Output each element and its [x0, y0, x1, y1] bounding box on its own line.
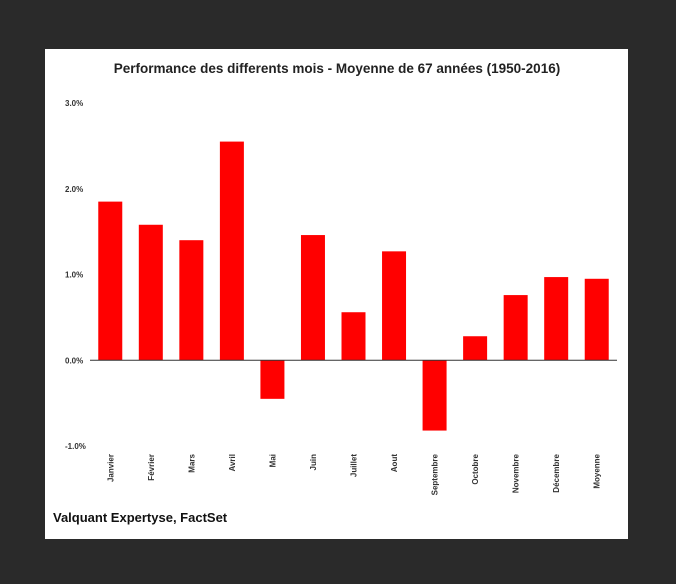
- bar-mars: [179, 240, 204, 361]
- x-tick-label: Juin: [309, 454, 318, 471]
- x-tick-label: Mars: [187, 453, 196, 472]
- x-tick-label: Décembre: [552, 453, 561, 492]
- bar-juillet: [341, 312, 366, 361]
- chart-panel: Performance des differents mois - Moyenn…: [45, 49, 628, 539]
- source-note: Valquant Expertyse, FactSet: [53, 510, 228, 525]
- x-tick-label: Novembre: [512, 453, 521, 493]
- chart-title: Performance des differents mois - Moyenn…: [114, 61, 560, 76]
- y-axis-ticks: 3.0% 2.0% 1.0% 0.0% -1.0%: [65, 99, 86, 451]
- y-tick-label: -1.0%: [65, 442, 86, 451]
- bar-juin: [300, 235, 325, 361]
- x-tick-label: Moyenne: [593, 453, 602, 488]
- y-tick-label: 2.0%: [65, 185, 83, 194]
- x-tick-label: Mai: [268, 454, 277, 467]
- x-tick-label: Juillet: [350, 454, 359, 477]
- bars: [98, 141, 609, 431]
- bar-février: [138, 224, 163, 361]
- bar-aout: [382, 251, 407, 361]
- bar-octobre: [463, 336, 488, 361]
- bar-janvier: [98, 201, 123, 361]
- x-axis-labels: Janvier Février Mars Avril Mai Juin Juillet Aou…: [106, 453, 601, 495]
- y-tick-label: 0.0%: [65, 356, 83, 365]
- x-tick-label: Octobre: [471, 453, 480, 484]
- x-tick-label: Janvier: [106, 454, 115, 482]
- y-tick-label: 3.0%: [65, 99, 83, 108]
- bar-septembre: [422, 360, 447, 431]
- y-tick-label: 1.0%: [65, 271, 83, 280]
- bar-mai: [260, 360, 285, 399]
- bar-novembre: [503, 295, 528, 361]
- bar-moyenne: [584, 278, 609, 361]
- x-tick-label: Avril: [228, 454, 237, 472]
- bar-avril: [219, 141, 244, 361]
- x-tick-label: Février: [147, 454, 156, 481]
- bar-chart: Performance des differents mois - Moyenn…: [65, 61, 617, 495]
- bar-décembre: [544, 277, 569, 361]
- x-tick-label: Septembre: [431, 453, 440, 495]
- x-tick-label: Aout: [390, 454, 399, 473]
